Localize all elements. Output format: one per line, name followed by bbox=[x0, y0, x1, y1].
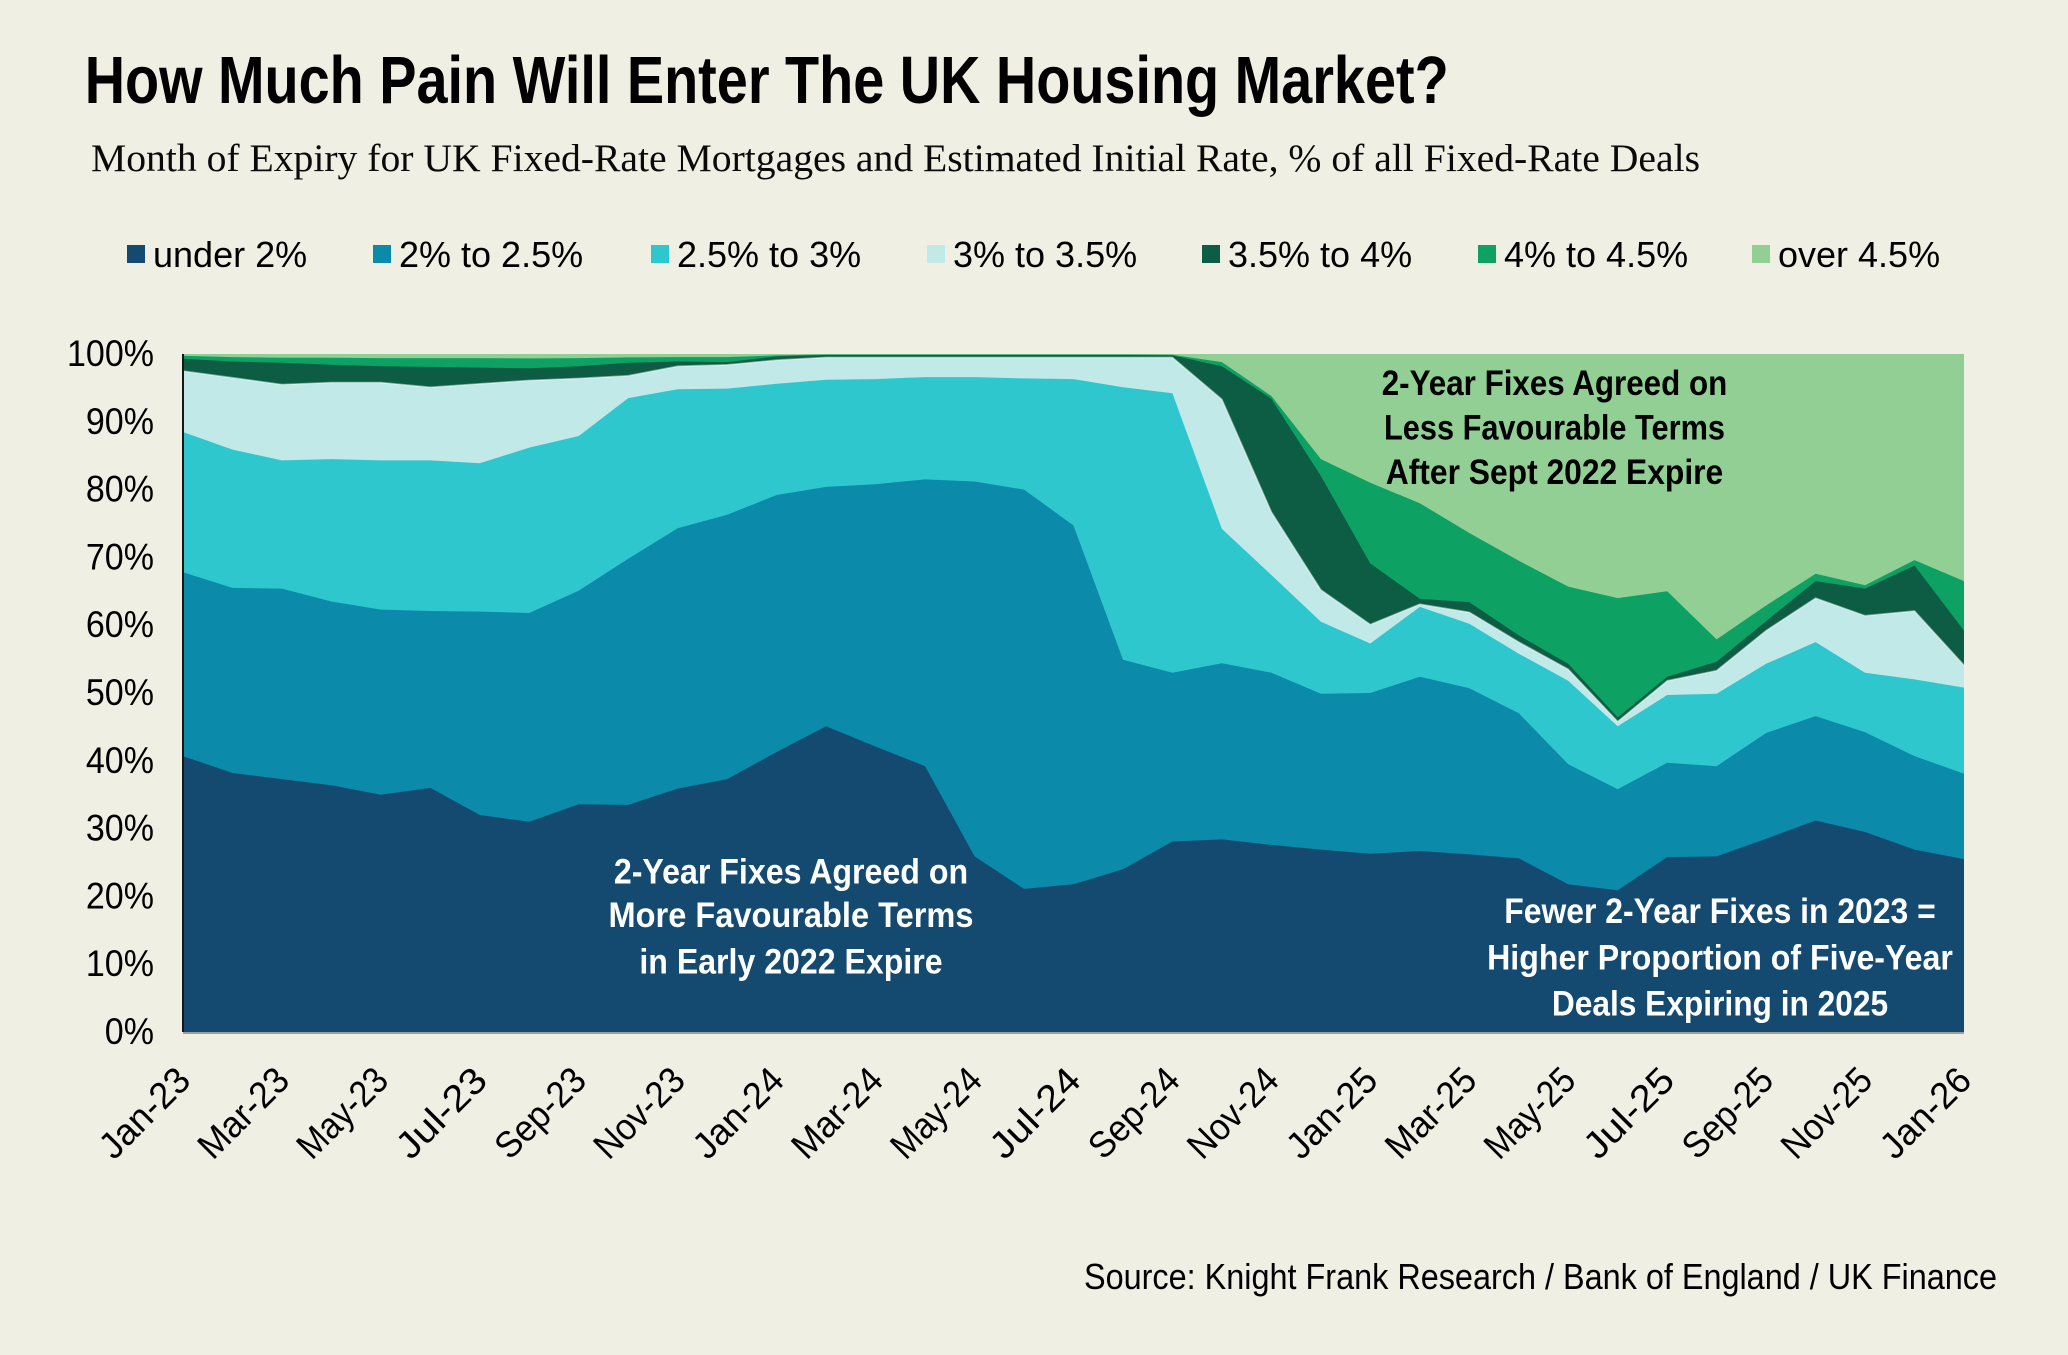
svg-text:Source: Knight Frank Research: Source: Knight Frank Research / Bank of … bbox=[1084, 1256, 1997, 1297]
svg-text:Mar-23: Mar-23 bbox=[190, 1059, 297, 1166]
svg-text:10%: 10% bbox=[86, 943, 154, 984]
svg-text:in Early 2022 Expire: in Early 2022 Expire bbox=[639, 943, 942, 982]
svg-text:2-Year Fixes Agreed on: 2-Year Fixes Agreed on bbox=[614, 853, 968, 892]
svg-text:How Much Pain Will Enter The U: How Much Pain Will Enter The UK Housing … bbox=[85, 44, 1449, 118]
svg-text:Higher Proportion of Five-Year: Higher Proportion of Five-Year bbox=[1487, 939, 1953, 978]
svg-text:60%: 60% bbox=[86, 604, 154, 645]
svg-text:Jul-23: Jul-23 bbox=[387, 1059, 494, 1166]
svg-text:Jan-23: Jan-23 bbox=[91, 1059, 198, 1166]
svg-text:Deals Expiring in 2025: Deals Expiring in 2025 bbox=[1552, 985, 1888, 1024]
svg-text:3.5% to 4%: 3.5% to 4% bbox=[1228, 234, 1412, 275]
svg-text:More Favourable Terms: More Favourable Terms bbox=[609, 896, 974, 935]
svg-text:Jan-24: Jan-24 bbox=[684, 1059, 791, 1166]
svg-text:May-24: May-24 bbox=[882, 1059, 989, 1166]
svg-text:Sep-23: Sep-23 bbox=[486, 1059, 593, 1166]
svg-text:50%: 50% bbox=[86, 672, 154, 713]
svg-text:After Sept 2022 Expire: After Sept 2022 Expire bbox=[1386, 453, 1724, 492]
svg-text:May-25: May-25 bbox=[1476, 1059, 1583, 1166]
svg-text:80%: 80% bbox=[86, 469, 154, 510]
svg-text:Jan-26: Jan-26 bbox=[1872, 1059, 1979, 1166]
svg-text:2.5% to 3%: 2.5% to 3% bbox=[677, 234, 861, 275]
svg-text:under 2%: under 2% bbox=[153, 234, 307, 275]
svg-text:70%: 70% bbox=[86, 536, 154, 577]
svg-text:Nov-23: Nov-23 bbox=[585, 1059, 692, 1166]
svg-text:3% to 3.5%: 3% to 3.5% bbox=[953, 234, 1137, 275]
svg-text:Fewer 2-Year Fixes in 2023 =: Fewer 2-Year Fixes in 2023 = bbox=[1504, 892, 1935, 931]
svg-text:Less Favourable Terms: Less Favourable Terms bbox=[1384, 409, 1725, 448]
svg-text:Month of Expiry for UK Fixed-R: Month of Expiry for UK Fixed-Rate Mortga… bbox=[91, 136, 1700, 180]
svg-text:90%: 90% bbox=[86, 401, 154, 442]
svg-text:Nov-25: Nov-25 bbox=[1773, 1059, 1880, 1166]
svg-text:Jul-24: Jul-24 bbox=[981, 1059, 1088, 1166]
svg-text:Nov-24: Nov-24 bbox=[1179, 1059, 1286, 1166]
svg-text:20%: 20% bbox=[86, 875, 154, 916]
svg-text:Mar-25: Mar-25 bbox=[1377, 1059, 1484, 1166]
svg-text:4% to 4.5%: 4% to 4.5% bbox=[1504, 234, 1688, 275]
svg-text:30%: 30% bbox=[86, 808, 154, 849]
svg-text:2% to 2.5%: 2% to 2.5% bbox=[399, 234, 583, 275]
svg-text:100%: 100% bbox=[67, 333, 154, 374]
svg-text:Jul-25: Jul-25 bbox=[1575, 1059, 1682, 1166]
svg-text:over 4.5%: over 4.5% bbox=[1778, 234, 1940, 275]
svg-text:Mar-24: Mar-24 bbox=[783, 1059, 890, 1166]
svg-text:0%: 0% bbox=[105, 1011, 154, 1052]
svg-text:Sep-24: Sep-24 bbox=[1080, 1059, 1187, 1166]
svg-text:Jan-25: Jan-25 bbox=[1278, 1059, 1385, 1166]
svg-text:Sep-25: Sep-25 bbox=[1674, 1059, 1781, 1166]
svg-text:May-23: May-23 bbox=[289, 1059, 396, 1166]
svg-text:2-Year Fixes Agreed on: 2-Year Fixes Agreed on bbox=[1382, 364, 1728, 403]
svg-text:40%: 40% bbox=[86, 740, 154, 781]
